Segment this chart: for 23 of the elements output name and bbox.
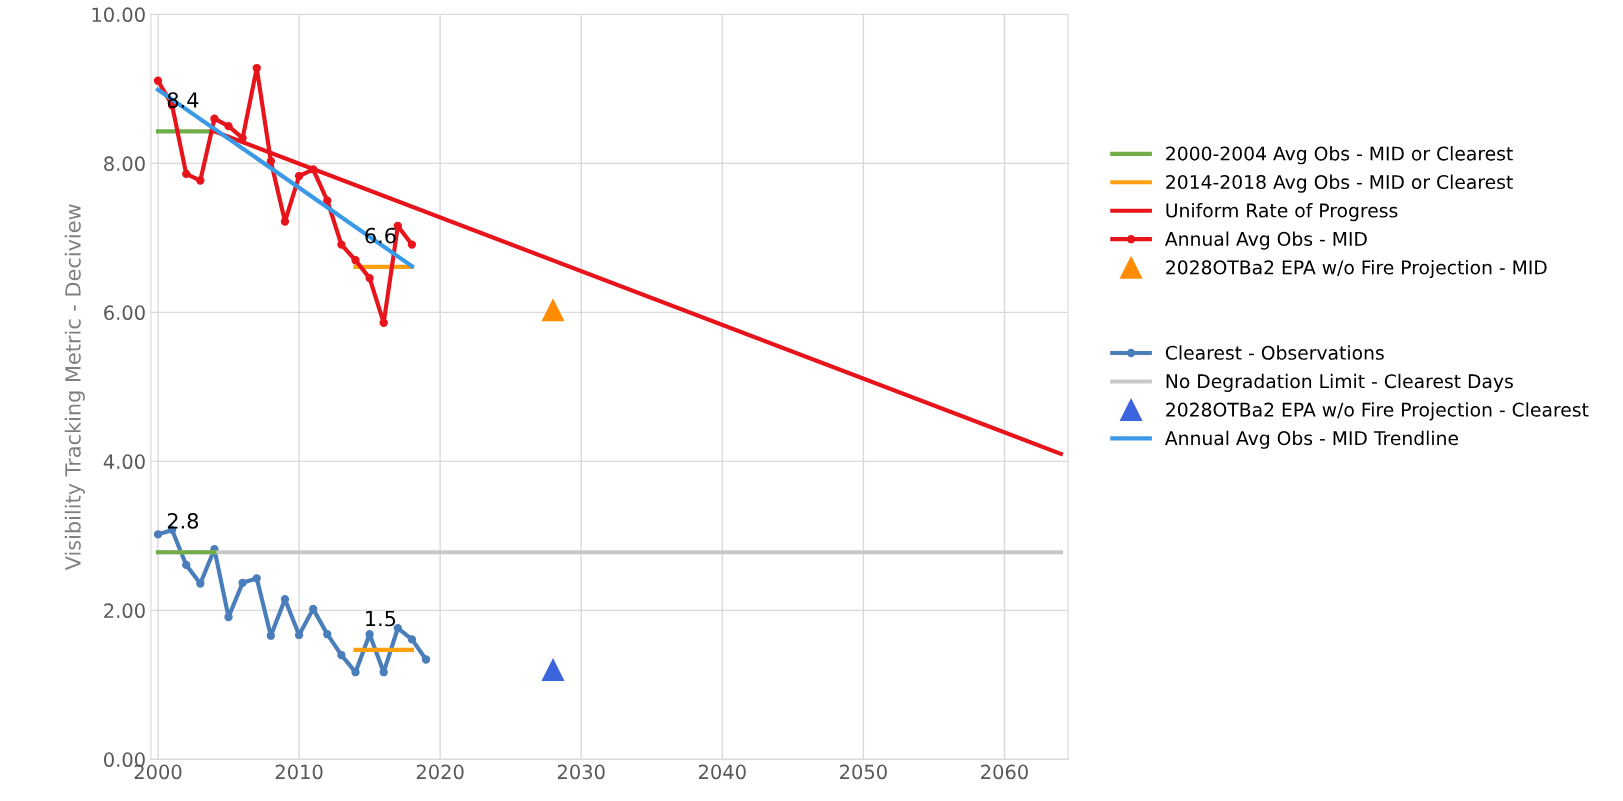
data-label: 2.8	[167, 513, 199, 529]
legend-label: 2028OTBa2 EPA w/o Fire Projection - Clearest	[1166, 402, 1589, 421]
legend-label: 2014-2018 Avg Obs - MID or Clearest	[1166, 174, 1513, 193]
legend-label: Uniform Rate of Progress	[1166, 203, 1398, 222]
legend-label: Annual Avg Obs - MID Trendline	[1164, 430, 1458, 449]
x-tick-label: 2060	[981, 764, 1028, 780]
y-tick-label: 10.00	[92, 7, 145, 23]
y-tick-label: 6.00	[104, 305, 145, 321]
y-tick-label: 2.00	[104, 603, 145, 619]
x-tick-label: 2010	[275, 764, 323, 780]
y-tick-label: 8.00	[104, 156, 145, 172]
x-tick-label: 2040	[698, 764, 746, 780]
y-axis-title: Visibility Tracking Metric - Deciview	[64, 204, 85, 571]
legend-label: Clearest - Observations	[1165, 345, 1384, 360]
x-tick-label: 2030	[557, 764, 605, 780]
legend-label: Annual Avg Obs - MID	[1164, 231, 1367, 250]
legend-label: No Degradation Limit - Clearest Days	[1166, 373, 1513, 392]
x-tick-label: 2050	[840, 764, 887, 780]
x-tick-label: 2020	[416, 764, 464, 780]
data-label: 1.5	[366, 610, 396, 627]
legend-label: 2000-2004 Avg Obs - MID or Clearest	[1166, 146, 1513, 165]
y-tick-label: 4.00	[103, 454, 145, 470]
legend-label: 2028OTBa2 EPA w/o Fire Projection - MID	[1166, 259, 1547, 279]
